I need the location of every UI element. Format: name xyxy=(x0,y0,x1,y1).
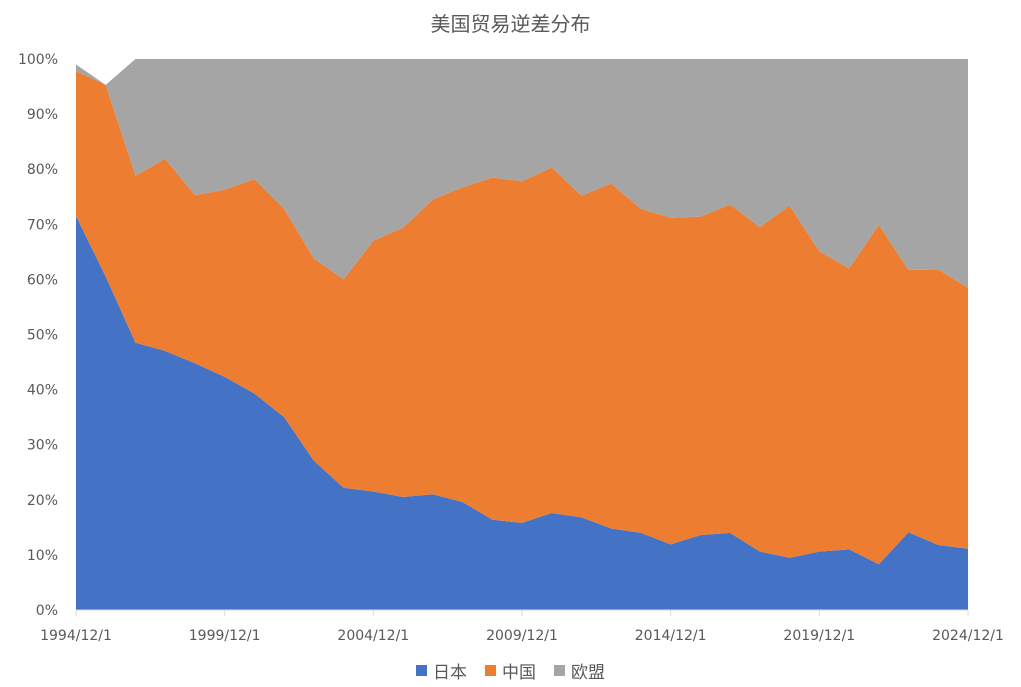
x-tick-label: 2009/12/1 xyxy=(486,628,558,644)
area-series-2 xyxy=(76,71,968,565)
y-tick-label: 60% xyxy=(27,272,58,288)
x-tick-label: 1999/12/1 xyxy=(189,628,261,644)
legend-item: 日本 xyxy=(416,658,467,683)
x-tick-label: 1994/12/1 xyxy=(40,628,112,644)
x-tick-label: 2019/12/1 xyxy=(783,628,855,644)
y-tick-label: 20% xyxy=(27,493,58,509)
x-tick-label: 2014/12/1 xyxy=(635,628,707,644)
area-series-3 xyxy=(76,59,968,288)
y-tick-label: 40% xyxy=(27,383,58,399)
y-tick-label: 30% xyxy=(27,438,58,454)
y-tick-label: 10% xyxy=(27,548,58,564)
legend-swatch xyxy=(416,665,427,676)
y-tick-label: 90% xyxy=(27,107,58,123)
legend-label: 日本 xyxy=(433,663,467,683)
chart-title: 美国贸易逆差分布 xyxy=(430,12,591,36)
legend-item: 欧盟 xyxy=(554,658,605,683)
area-series-1 xyxy=(76,216,968,610)
y-tick-label: 0% xyxy=(36,603,58,619)
legend-label: 中国 xyxy=(502,663,536,683)
chart-legend: 日本 中国 欧盟 xyxy=(0,658,1021,683)
y-tick-label: 80% xyxy=(27,162,58,178)
y-tick-label: 70% xyxy=(27,217,58,233)
legend-label: 欧盟 xyxy=(571,663,605,683)
x-tick-label: 2004/12/1 xyxy=(337,628,409,644)
x-tick-label: 2024/12/1 xyxy=(932,628,1004,644)
y-tick-label: 50% xyxy=(27,328,58,344)
legend-item: 中国 xyxy=(485,658,536,683)
legend-swatch xyxy=(485,665,496,676)
legend-swatch xyxy=(554,665,565,676)
y-tick-label: 100% xyxy=(18,52,58,68)
